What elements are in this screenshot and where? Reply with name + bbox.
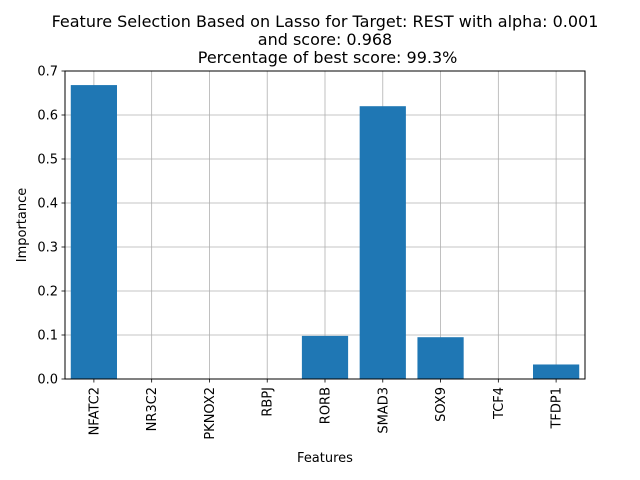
chart-title-line-2: and score: 0.968 [258,30,392,49]
bar-smad3 [359,106,406,379]
y-tick-label: 0.3 [37,241,58,256]
bar-nfatc2 [70,85,117,379]
x-axis-label: Features [297,451,353,466]
y-tick-label: 0.2 [37,285,58,300]
bar-sox9 [417,337,464,379]
bar-rorb [301,335,349,379]
y-axis-ticks: 0.0 0.1 0.2 0.3 0.4 0.5 0.6 0.7 [37,65,65,388]
chart-title-line-1: Feature Selection Based on Lasso for Tar… [52,12,599,31]
bars [70,85,580,379]
y-tick-label: 0.0 [37,373,58,388]
y-tick-label: 0.4 [37,197,58,212]
x-tick-label: TFDP1 [550,387,565,430]
x-tick-label: RBPJ [261,387,276,417]
y-tick-label: 0.6 [37,109,58,124]
x-tick-label: TCF4 [492,387,507,420]
y-tick-label: 0.7 [37,65,58,80]
x-tick-label: NR3C2 [145,387,160,431]
y-tick-label: 0.1 [37,329,58,344]
x-tick-label: NFATC2 [87,387,102,435]
x-axis-ticks: NFATC2 NR3C2 PKNOX2 RBPJ RORB SMAD3 SOX9 TCF4 TF… [87,379,565,440]
y-axis-label: Importance [15,188,30,263]
x-tick-label: SOX9 [434,387,449,422]
x-tick-label: RORB [319,387,334,424]
x-tick-label: SMAD3 [376,387,391,434]
bar-tfdp1 [533,364,580,379]
y-tick-label: 0.5 [37,153,58,168]
x-tick-label: PKNOX2 [203,387,218,440]
chart-title-line-3: Percentage of best score: 99.3% [193,48,458,67]
